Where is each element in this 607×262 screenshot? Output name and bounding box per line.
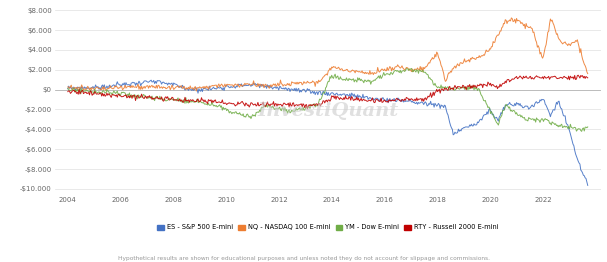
Legend: ES - S&P 500 E-mini, NQ - NASDAQ 100 E-mini, YM - Dow E-mini, RTY - Russell 2000: ES - S&P 500 E-mini, NQ - NASDAQ 100 E-m… xyxy=(155,222,501,233)
Text: InvestiQuant: InvestiQuant xyxy=(257,102,398,120)
Text: Hypothetical results are shown for educational purposes and unless noted they do: Hypothetical results are shown for educa… xyxy=(118,256,489,261)
